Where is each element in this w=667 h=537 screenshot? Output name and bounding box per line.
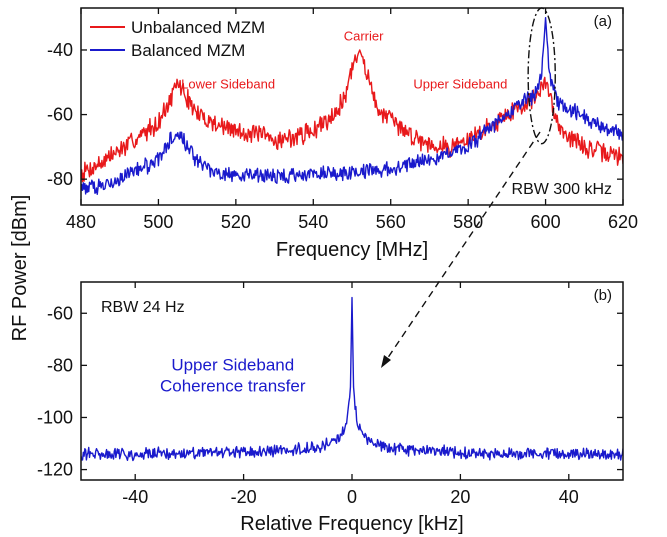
- panel-a-label: (a): [594, 13, 612, 30]
- panel-b-y-tick-label: -120: [37, 460, 73, 480]
- panel-a-ticks: 480 500 520 540 560 580 600 620-80-60-40: [47, 8, 638, 232]
- panel-b-annotation-1: Upper Sideband: [171, 356, 294, 375]
- panel-a: 480 500 520 540 560 580 600 620-80-60-40 Lower …: [47, 7, 638, 261]
- legend-label-balanced: Balanced MZM: [131, 41, 245, 60]
- panel-b-x-axis-label: Relative Frequency [kHz]: [240, 513, 463, 535]
- panel-a-annotation-2: Carrier: [344, 28, 384, 43]
- panel-b-series-1-line: [81, 296, 623, 462]
- panel-b: -40 -20 0 20 40 -120 -100 -80 -60 Upper Sideband…: [37, 281, 624, 535]
- panel-b-annotation-2: Coherence transfer: [160, 376, 306, 395]
- panel-b-x-tick-label: 20: [450, 487, 470, 507]
- panel-a-x-tick-label: 560: [376, 212, 406, 232]
- panel-a-x-tick-label: 600: [531, 212, 561, 232]
- panel-b-y-tick-label: -100: [37, 407, 73, 427]
- panel-a-frame: [80, 7, 624, 206]
- panel-b-x-tick-label: -20: [231, 487, 257, 507]
- panel-a-x-tick-label: 500: [143, 212, 173, 232]
- link-arrow: [381, 131, 541, 368]
- panel-b-x-tick-label: -40: [122, 487, 148, 507]
- panel-a-rbw: RBW 300 kHz: [512, 181, 612, 198]
- panel-b-ticks: -40 -20 0 20 40 -120 -100 -80 -60: [37, 282, 623, 507]
- link-arrow-head: [381, 355, 391, 368]
- panel-b-y-tick-label: -80: [47, 355, 73, 375]
- link-arrow-line: [384, 131, 541, 363]
- panel-a-ellipse-layer: [527, 7, 556, 145]
- panel-a-series-2-line: [81, 16, 623, 196]
- panel-a-x-tick-label: 620: [608, 212, 638, 232]
- panel-a-y-tick-label: -40: [47, 40, 73, 60]
- panel-a-y-tick-label: -80: [47, 169, 73, 189]
- panel-a-highlight-ellipse: [527, 7, 556, 145]
- panel-a-annotation-1: Lower Sideband: [181, 77, 275, 92]
- panel-b-y-tick-label: -60: [47, 303, 73, 323]
- panel-a-x-tick-label: 520: [221, 212, 251, 232]
- panel-a-x-axis-label: Frequency [MHz]: [276, 239, 428, 261]
- panel-a-annotation-3: Upper Sideband: [413, 77, 507, 92]
- panel-b-label: (b): [594, 287, 612, 304]
- panel-a-y-tick-label: -60: [47, 105, 73, 125]
- legend-label-unbalanced: Unbalanced MZM: [131, 18, 265, 37]
- panel-b-rbw: RBW 24 Hz: [101, 299, 185, 316]
- panel-b-series-layer: [81, 296, 623, 462]
- panel-b-x-tick-label: 40: [559, 487, 579, 507]
- panel-a-x-tick-label: 540: [298, 212, 328, 232]
- shared-y-axis-label: RF Power [dBm]: [9, 195, 31, 342]
- panel-a-series-layer: [81, 16, 623, 196]
- panel-a-annotations: Lower Sideband Carrier Upper Sideband: [181, 28, 507, 91]
- panel-a-x-tick-label: 480: [66, 212, 96, 232]
- panel-b-x-tick-label: 0: [347, 487, 357, 507]
- legend: Unbalanced MZM Balanced MZM: [90, 18, 265, 60]
